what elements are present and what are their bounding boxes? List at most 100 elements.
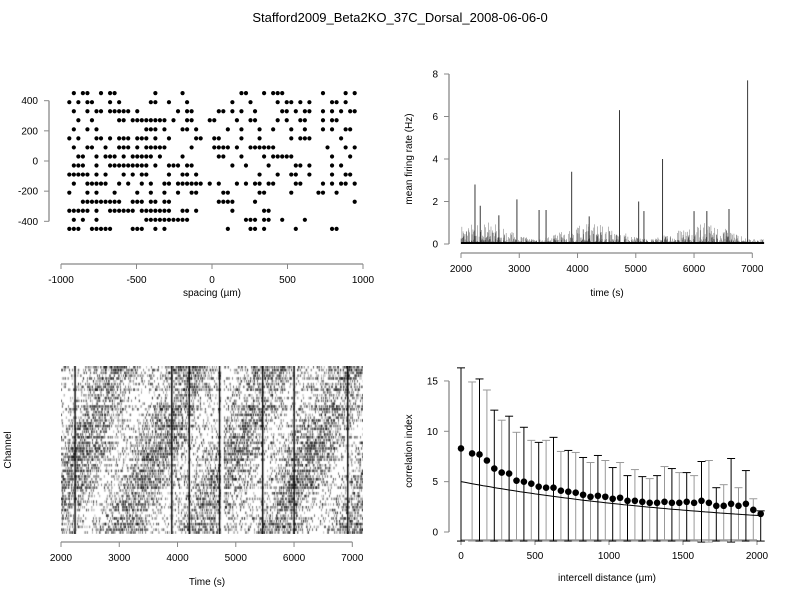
x-tick-label: 2000: [746, 551, 769, 562]
electrode-point: [85, 181, 90, 186]
electrode-point: [135, 136, 140, 141]
electrode-point: [216, 136, 221, 141]
electrode-point: [85, 91, 90, 96]
electrode-point: [117, 109, 122, 114]
electrode-point: [166, 181, 172, 186]
correlation-point: [513, 477, 520, 484]
electrode-point: [94, 136, 99, 141]
electrode-point: [280, 217, 285, 222]
electrode-point: [352, 199, 357, 204]
electrode-point: [139, 163, 144, 168]
x-tick-label: 6000: [683, 264, 706, 275]
electrode-point: [339, 109, 344, 114]
electrode-point: [162, 127, 167, 132]
electrode-point: [207, 181, 212, 186]
electrode-point: [248, 145, 253, 150]
electrode-point: [153, 127, 158, 132]
electrode-point: [135, 109, 140, 114]
electrode-point: [144, 136, 149, 141]
electrode-point: [107, 154, 113, 159]
electrode-point: [144, 154, 149, 159]
electrode-point: [162, 226, 167, 231]
electrode-point: [80, 163, 85, 168]
electrode-point: [162, 199, 167, 204]
electrode-point: [139, 136, 144, 141]
electrode-point: [144, 127, 149, 132]
electrode-point: [153, 199, 158, 204]
electrode-point: [261, 208, 267, 213]
electrode-point: [112, 163, 117, 168]
electrode-point: [148, 154, 153, 159]
electrode-point: [130, 226, 135, 231]
electrode-point: [280, 91, 285, 96]
x-tick-label: 4000: [166, 553, 189, 564]
electrode-point: [126, 145, 131, 150]
electrode-point: [216, 181, 221, 186]
electrode-point: [103, 199, 108, 204]
electrode-point: [221, 199, 226, 204]
electrode-point: [71, 127, 76, 132]
electrode-point: [284, 118, 289, 123]
electrode-point: [261, 154, 267, 159]
electrode-point: [352, 145, 357, 150]
electrode-point: [144, 172, 149, 177]
correlation-point: [631, 497, 639, 505]
electrode-point: [343, 91, 348, 96]
electrode-point: [194, 136, 199, 141]
correlation-point: [624, 497, 631, 505]
electrode-point: [71, 217, 76, 222]
electrode-point: [126, 208, 131, 213]
electrode-point: [329, 100, 335, 105]
electrode-point: [148, 208, 153, 213]
electrode-point: [121, 172, 126, 177]
electrode-point: [307, 109, 312, 114]
electrode-point: [352, 91, 357, 96]
electrode-point: [112, 109, 117, 114]
electrode-point: [216, 154, 221, 159]
y-tick-label: 4: [432, 155, 438, 166]
electrode-point: [76, 136, 81, 141]
electrode-point: [293, 109, 298, 114]
electrode-point: [284, 109, 289, 114]
electrode-point: [257, 136, 262, 141]
electrode-point: [76, 100, 81, 105]
electrode-point: [239, 109, 244, 114]
y-tick-label: 6: [432, 112, 438, 123]
electrode-point: [266, 163, 271, 168]
electrode-point: [153, 136, 158, 141]
electrode-point: [67, 208, 72, 213]
electrode-point: [257, 181, 262, 186]
electrode-point: [189, 145, 194, 150]
electrode-point: [94, 199, 99, 204]
electrode-point: [98, 136, 104, 141]
electrode-point: [221, 154, 226, 159]
electrode-point: [184, 181, 190, 186]
electrode-point: [130, 208, 135, 213]
x-axis-label: time (s): [590, 288, 623, 299]
x-tick-label: 7000: [741, 264, 764, 275]
electrode-point: [135, 226, 140, 231]
electrode-point: [271, 127, 276, 132]
electrode-point: [184, 163, 190, 168]
electrode-point: [135, 163, 140, 168]
electrode-point: [103, 172, 108, 177]
electrode-point: [189, 181, 194, 186]
electrode-point: [271, 154, 276, 159]
electrode-point: [257, 127, 262, 132]
x-axis-label: intercell distance (µm): [558, 573, 656, 584]
electrode-point: [130, 118, 135, 123]
x-tick-label: 2000: [450, 264, 473, 275]
electrode-point: [284, 100, 289, 105]
correlation-point: [646, 499, 653, 507]
electrode-point: [139, 118, 144, 123]
x-tick-label: -500: [126, 275, 146, 286]
electrode-point: [180, 172, 185, 177]
electrode-point: [252, 145, 258, 150]
electrode-point: [343, 172, 348, 177]
electrode-point: [325, 145, 330, 150]
electrode-point: [130, 172, 135, 177]
electrode-point: [257, 145, 262, 150]
electrode-point: [334, 118, 339, 123]
x-tick-label: 3000: [508, 264, 531, 275]
electrode-point: [107, 136, 113, 141]
